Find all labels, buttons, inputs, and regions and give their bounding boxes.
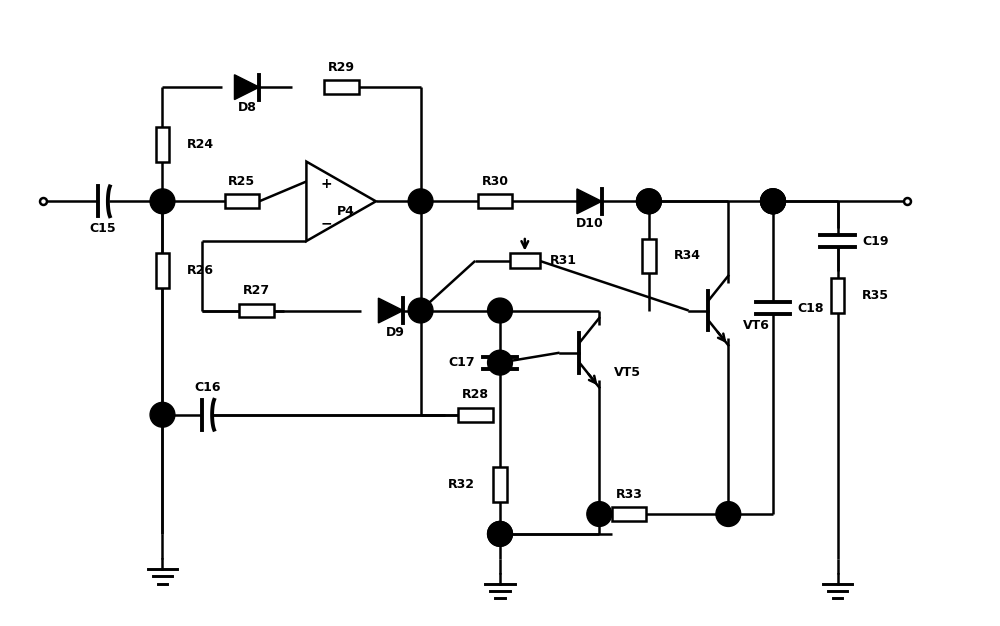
Text: C16: C16 [194,381,220,394]
Bar [458,408,493,422]
Text: D8: D8 [237,101,256,113]
Circle shape [488,521,512,546]
Circle shape [761,189,785,213]
Circle shape [636,189,661,213]
Circle shape [408,298,433,323]
Circle shape [761,189,785,213]
Text: −: − [320,217,332,230]
Circle shape [150,189,175,213]
Circle shape [488,350,512,375]
Bar [493,467,507,501]
Circle shape [150,403,175,427]
Text: C15: C15 [90,222,116,235]
Polygon shape [234,74,259,100]
Circle shape [488,298,512,323]
Circle shape [488,521,512,546]
Circle shape [408,189,433,213]
Text: R32: R32 [448,478,475,491]
Text: P4: P4 [337,205,355,218]
Text: R31: R31 [550,254,577,267]
Text: C17: C17 [449,356,475,369]
Bar [156,127,169,162]
Bar [239,304,274,317]
Text: R24: R24 [187,138,214,151]
Bar [324,80,359,94]
Circle shape [636,189,661,213]
Text: R25: R25 [228,175,255,188]
Text: C19: C19 [862,235,889,247]
Circle shape [587,501,612,526]
Bar [225,194,259,208]
Text: VT6: VT6 [743,319,770,332]
Text: R33: R33 [616,488,642,501]
Bar [831,278,844,313]
Text: +: + [320,177,332,191]
Circle shape [761,189,785,213]
Circle shape [716,501,741,526]
Bar [642,239,656,274]
Text: D9: D9 [386,326,405,339]
Bar [156,254,169,288]
Bar [478,194,512,208]
Polygon shape [577,189,602,213]
Text: R26: R26 [187,264,214,277]
Text: D10: D10 [575,217,603,230]
Text: C18: C18 [798,302,824,314]
Text: R27: R27 [243,284,270,297]
Bar [510,254,540,269]
Bar [612,507,646,521]
Text: R28: R28 [462,388,489,401]
Polygon shape [378,298,403,323]
Text: VT5: VT5 [614,366,641,379]
Text: R34: R34 [674,249,701,262]
Text: R35: R35 [862,289,889,302]
Text: R30: R30 [482,175,509,188]
Text: R29: R29 [328,61,355,74]
